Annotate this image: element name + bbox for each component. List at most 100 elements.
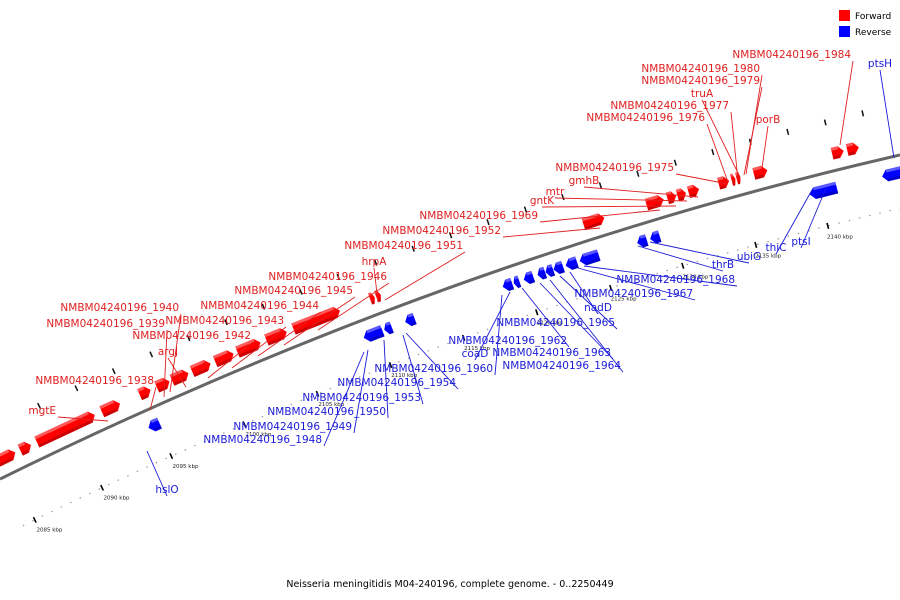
gene-label-nmbm04240196-1968: NMBM04240196_1968 bbox=[616, 274, 735, 286]
ruler-tick-label: 2100 kbp bbox=[245, 432, 271, 438]
upper-tick bbox=[373, 259, 378, 266]
leader-line bbox=[583, 186, 699, 198]
leader-line bbox=[549, 279, 624, 373]
upper-tick bbox=[74, 385, 79, 392]
leader-line bbox=[405, 332, 459, 390]
reverse-gene bbox=[502, 277, 515, 292]
leader-line bbox=[373, 267, 379, 303]
upper-tick bbox=[186, 335, 191, 342]
forward-gene bbox=[291, 306, 340, 335]
leader-line bbox=[745, 74, 763, 175]
leader-line bbox=[730, 111, 739, 181]
upper-tick bbox=[448, 232, 453, 239]
reverse-gene bbox=[513, 275, 522, 288]
gene-label-thic: thiC bbox=[765, 242, 786, 254]
reverse-gene bbox=[579, 249, 601, 266]
reverse-gene bbox=[882, 165, 900, 182]
leader-line bbox=[167, 357, 187, 388]
gene-label-porb: porB bbox=[756, 114, 781, 126]
leader-line bbox=[257, 311, 322, 357]
upper-tick bbox=[224, 319, 228, 326]
ruler-tick bbox=[169, 453, 174, 460]
gene-label-nmbm04240196-1939: NMBM04240196_1939 bbox=[46, 318, 165, 330]
leader-line bbox=[494, 294, 503, 376]
gene-label-coad: coaD bbox=[462, 348, 489, 360]
gene-label-nmbm04240196-1952: NMBM04240196_1952 bbox=[382, 225, 501, 237]
gene-label-nmbm04240196-1942: NMBM04240196_1942 bbox=[132, 330, 251, 342]
forward-gene bbox=[0, 449, 16, 469]
gene-label-gmhb: gmhB bbox=[569, 175, 600, 187]
forward-gene bbox=[665, 191, 677, 205]
ruler-tick bbox=[242, 421, 247, 428]
upper-tick bbox=[261, 303, 266, 310]
gene-label-argj: argJ bbox=[158, 346, 178, 358]
gene-label-mtr: mtr bbox=[546, 186, 565, 198]
ruler-tick bbox=[100, 484, 105, 491]
upper-tick bbox=[37, 402, 41, 409]
ruler-tick bbox=[315, 390, 320, 397]
leader-line bbox=[879, 69, 895, 159]
forward-gene bbox=[212, 350, 234, 368]
ruler-tick-label: 2110 kbp bbox=[391, 373, 417, 379]
gene-label-nmbm04240196-1977: NMBM04240196_1977 bbox=[610, 100, 729, 112]
leader-line bbox=[541, 205, 677, 208]
upper-tick bbox=[411, 245, 415, 252]
forward-gene bbox=[17, 441, 32, 456]
gene-label-nadd: nadD bbox=[584, 302, 612, 314]
leader-line bbox=[57, 416, 109, 422]
ruler-tick bbox=[461, 334, 466, 341]
ruler-tick-label: 2140 kbp bbox=[827, 235, 853, 241]
gene-label-nmbm04240196-1950: NMBM04240196_1950 bbox=[267, 406, 386, 418]
gene-label-nmbm04240196-1964: NMBM04240196_1964 bbox=[502, 360, 621, 372]
ruler-tick-label: 2105 kbp bbox=[318, 402, 344, 408]
leader-line bbox=[149, 386, 157, 411]
reverse-gene bbox=[363, 325, 385, 342]
leader-line bbox=[323, 351, 365, 447]
gene-label-nmbm04240196-1953: NMBM04240196_1953 bbox=[302, 392, 421, 404]
forward-gene bbox=[235, 338, 261, 358]
legend: Forward Reverse bbox=[839, 10, 892, 38]
ruler-tick-label: 2125 kbp bbox=[611, 296, 637, 302]
upper-tick bbox=[523, 206, 528, 213]
gene-label-nmbm04240196-1976: NMBM04240196_1976 bbox=[586, 112, 705, 124]
leader-line bbox=[761, 125, 769, 169]
leader-line bbox=[559, 275, 618, 330]
forward-gene bbox=[99, 400, 120, 418]
upper-tick bbox=[486, 219, 490, 226]
gene-label-nmbm04240196-1980: NMBM04240196_1980 bbox=[641, 63, 760, 75]
leader-line bbox=[539, 282, 614, 360]
leader-line bbox=[569, 271, 599, 315]
gene-label-nmbm04240196-1962: NMBM04240196_1962 bbox=[448, 335, 567, 347]
forward-gene bbox=[374, 290, 381, 303]
leader-line bbox=[706, 123, 729, 183]
gene-label-nmbm04240196-1954: NMBM04240196_1954 bbox=[337, 377, 456, 389]
gene-label-nmbm04240196-1943: NMBM04240196_1943 bbox=[165, 315, 284, 327]
ruler-tick bbox=[609, 284, 613, 292]
leader-line bbox=[207, 341, 254, 379]
legend-item-reverse: Reverse bbox=[839, 26, 892, 38]
gene-label-ubig: ubiG bbox=[737, 251, 761, 263]
leader-line bbox=[163, 329, 168, 398]
forward-gene bbox=[845, 142, 859, 156]
forward-gene bbox=[729, 173, 736, 186]
leader-line bbox=[637, 245, 724, 272]
leader-line bbox=[800, 187, 827, 249]
forward-gene bbox=[169, 369, 189, 386]
gene-label-nmbm04240196-1944: NMBM04240196_1944 bbox=[200, 300, 319, 312]
reverse-gene bbox=[637, 234, 649, 248]
ruler: 2085 kbp 2090 kbp 2095 kbp 2100 kbp 2105 kbp… bbox=[22, 110, 900, 534]
gene-label-nmbm04240196-1949: NMBM04240196_1949 bbox=[233, 421, 352, 433]
gene-label-nmbm04240196-1948: NMBM04240196_1948 bbox=[203, 434, 322, 446]
ruler-tick bbox=[32, 516, 37, 523]
forward-gene bbox=[137, 386, 151, 401]
gene-label-nmbm04240196-1951: NMBM04240196_1951 bbox=[344, 240, 463, 252]
ruler-tick-label: 2085 kbp bbox=[36, 528, 62, 534]
leader-line bbox=[701, 99, 741, 178]
forward-gene bbox=[830, 146, 844, 160]
forward-gene bbox=[675, 188, 687, 202]
upper-tick bbox=[636, 170, 640, 177]
reverse-gene bbox=[565, 256, 579, 270]
leader-line bbox=[283, 296, 356, 346]
leader-line bbox=[521, 287, 570, 348]
